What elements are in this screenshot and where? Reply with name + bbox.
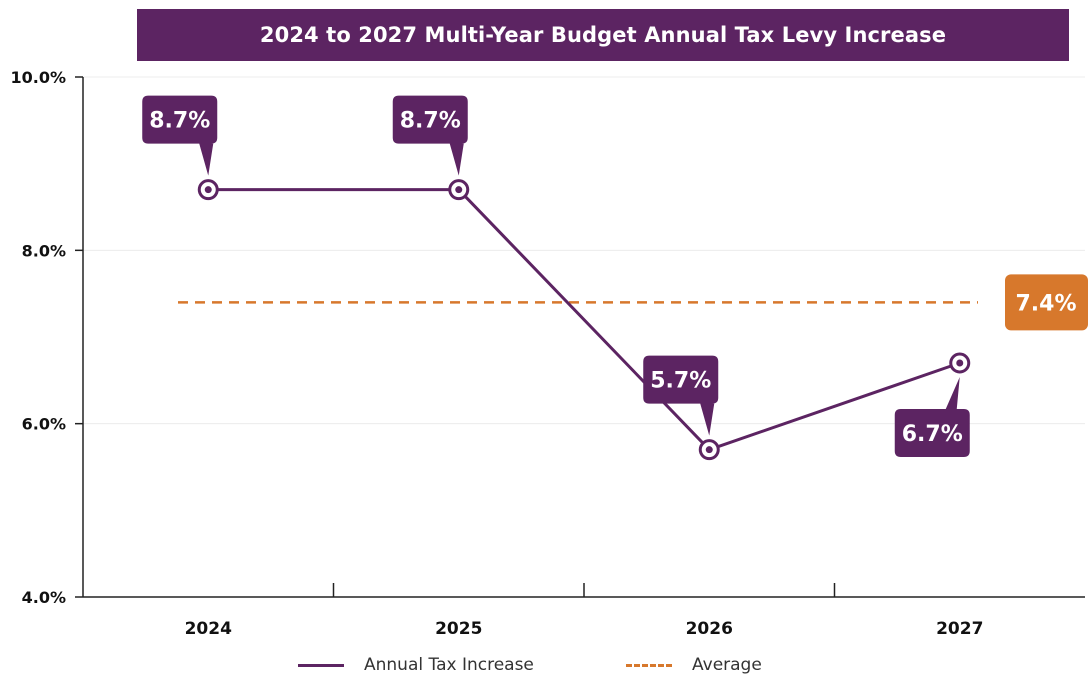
chart-title-bar: 2024 to 2027 Multi-Year Budget Annual Ta… <box>137 9 1069 61</box>
legend-line-average-icon <box>626 663 672 667</box>
y-tick-label: 10.0% <box>10 68 66 87</box>
chart-title: 2024 to 2027 Multi-Year Budget Annual Ta… <box>259 23 947 47</box>
data-label: 8.7% <box>149 109 210 134</box>
data-label-callout <box>894 377 970 457</box>
legend-label-annual: Annual Tax Increase <box>364 655 534 675</box>
data-label: 6.7% <box>902 422 963 447</box>
legend-item-annual: Annual Tax Increase <box>298 655 534 675</box>
y-tick-label: 8.0% <box>22 241 66 260</box>
data-label-callout <box>643 355 719 436</box>
legend-label-average: Average <box>692 655 762 675</box>
data-label-callout <box>392 95 468 176</box>
legend-item-average: Average <box>626 655 762 675</box>
data-point-dot <box>455 186 463 194</box>
data-label: 5.7% <box>650 369 711 394</box>
series-line-annual <box>208 188 961 452</box>
average-label-box <box>1005 274 1088 331</box>
data-label: 8.7% <box>400 109 461 134</box>
data-point-dot <box>956 359 964 367</box>
x-tick-label: 2025 <box>435 619 482 639</box>
x-tick-label: 2026 <box>686 619 733 639</box>
data-point-dot <box>204 186 212 194</box>
x-tick-label: 2027 <box>936 619 983 639</box>
data-label-callout <box>142 95 218 176</box>
average-data-label: 7.4% <box>1015 291 1076 316</box>
data-point-dot <box>705 446 713 454</box>
y-tick-label: 4.0% <box>22 588 66 607</box>
line-chart: 4.0% 6.0% 8.0% 10.0% 2024 2025 2026 2027 7.4% 8.7… <box>10 68 1088 639</box>
y-tick-label: 6.0% <box>22 415 66 434</box>
x-tick-label: 2024 <box>185 619 232 639</box>
chart-legend: Annual Tax Increase Average <box>0 655 1088 681</box>
legend-line-annual-icon <box>298 663 344 667</box>
